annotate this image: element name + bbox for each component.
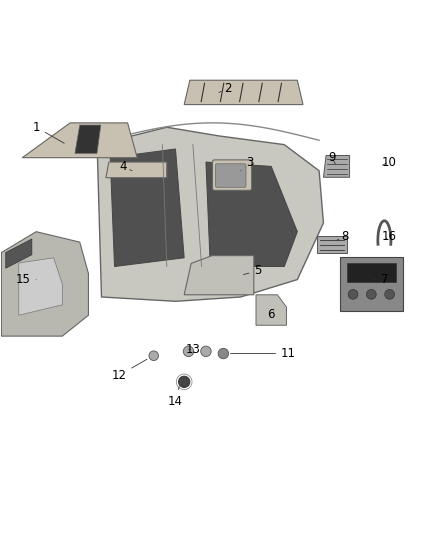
Text: 16: 16 (381, 230, 396, 243)
Text: 15: 15 (16, 273, 36, 286)
Text: 4: 4 (120, 160, 132, 173)
Circle shape (149, 351, 159, 360)
Circle shape (179, 376, 190, 387)
Polygon shape (256, 295, 286, 325)
Text: 9: 9 (328, 151, 336, 164)
FancyBboxPatch shape (212, 160, 252, 190)
Text: 1: 1 (32, 121, 64, 143)
Text: 3: 3 (241, 156, 253, 171)
Text: 6: 6 (268, 308, 275, 321)
Polygon shape (184, 80, 303, 104)
FancyBboxPatch shape (340, 257, 403, 311)
Polygon shape (184, 256, 254, 295)
Circle shape (385, 289, 395, 299)
Circle shape (218, 349, 229, 359)
Polygon shape (75, 125, 101, 154)
Polygon shape (22, 123, 137, 158)
Circle shape (348, 289, 358, 299)
FancyBboxPatch shape (346, 263, 396, 282)
Polygon shape (19, 258, 62, 315)
Text: 8: 8 (336, 230, 349, 243)
Circle shape (184, 346, 194, 357)
Polygon shape (110, 149, 184, 266)
Polygon shape (97, 127, 323, 301)
Polygon shape (323, 156, 350, 177)
Bar (317, 236, 347, 254)
Polygon shape (106, 162, 167, 177)
Text: 2: 2 (219, 82, 231, 94)
FancyBboxPatch shape (215, 164, 246, 187)
Circle shape (367, 289, 376, 299)
Text: 14: 14 (168, 387, 183, 408)
Text: 5: 5 (244, 264, 262, 277)
Circle shape (201, 346, 211, 357)
Text: 11: 11 (230, 347, 296, 360)
Polygon shape (1, 232, 88, 336)
Polygon shape (206, 162, 297, 266)
Text: 12: 12 (111, 359, 147, 382)
Text: 10: 10 (381, 156, 396, 168)
Polygon shape (6, 239, 32, 268)
Text: 13: 13 (185, 343, 200, 356)
Text: 7: 7 (374, 273, 388, 286)
